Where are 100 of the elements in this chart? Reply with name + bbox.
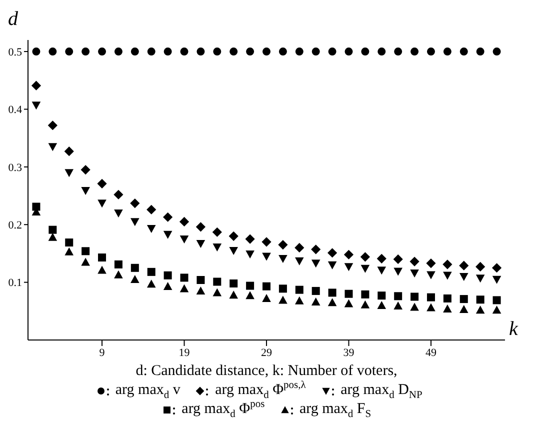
point — [443, 272, 452, 280]
y-tick-label: 0.2 — [8, 220, 22, 232]
point — [311, 244, 321, 254]
point — [361, 290, 370, 298]
point — [32, 202, 40, 211]
point — [130, 264, 139, 272]
point — [294, 242, 304, 252]
x-tick-label: 49 — [425, 346, 437, 359]
point — [180, 48, 188, 56]
point — [311, 298, 320, 306]
point — [147, 48, 156, 56]
point — [163, 230, 172, 239]
x-tick-label: 39 — [343, 346, 355, 359]
point — [48, 120, 58, 130]
point — [130, 218, 140, 226]
point — [393, 254, 403, 264]
point — [246, 250, 254, 258]
point — [394, 292, 402, 300]
point — [130, 48, 139, 56]
point — [410, 48, 419, 56]
point — [492, 306, 502, 314]
point — [245, 234, 255, 244]
point — [180, 235, 189, 244]
legend-label: arg max$_{d}$ v — [115, 382, 180, 401]
point — [426, 258, 436, 268]
point — [278, 284, 287, 293]
point — [196, 222, 206, 232]
point — [212, 288, 222, 296]
point — [476, 262, 486, 272]
point — [378, 292, 386, 300]
point — [394, 268, 402, 276]
point — [212, 244, 222, 252]
point — [476, 48, 484, 56]
point — [48, 232, 58, 241]
point — [228, 231, 238, 241]
point — [81, 258, 90, 266]
point — [262, 237, 272, 247]
point — [98, 266, 106, 274]
legend-label: arg max$_{d}$ Φ$^{pos,λ}$ — [215, 380, 306, 401]
point — [48, 226, 57, 234]
point — [344, 250, 354, 260]
y-tick-label: 0.1 — [8, 277, 22, 290]
point — [196, 276, 205, 284]
point — [196, 48, 205, 56]
point — [114, 190, 124, 200]
point — [426, 271, 436, 280]
point — [213, 48, 222, 56]
point — [328, 298, 337, 306]
point — [213, 278, 222, 286]
point — [344, 290, 353, 298]
point — [48, 143, 58, 152]
point — [65, 238, 74, 246]
point — [146, 204, 156, 214]
point — [295, 286, 304, 294]
point — [377, 266, 386, 275]
point — [344, 299, 354, 308]
point — [82, 48, 90, 56]
point — [328, 48, 336, 56]
point — [492, 48, 501, 56]
point — [442, 260, 452, 270]
x-tick-label: 29 — [261, 346, 272, 359]
point — [361, 48, 370, 56]
point — [426, 303, 436, 312]
y-tick-label: 0.5 — [8, 46, 22, 58]
point — [278, 255, 288, 264]
point — [344, 263, 354, 272]
point — [130, 275, 140, 284]
point — [179, 216, 190, 227]
point — [262, 282, 270, 290]
point — [476, 306, 485, 314]
point — [311, 260, 320, 268]
x-tick-label: 19 — [178, 346, 190, 359]
point — [196, 240, 206, 248]
point — [460, 48, 468, 56]
point — [376, 254, 386, 264]
point — [164, 271, 172, 280]
point — [114, 270, 123, 278]
legend-label: arg max$_{d}$ D$_{NP}$ — [340, 382, 422, 401]
point — [229, 290, 238, 299]
point — [212, 227, 222, 237]
point — [65, 48, 74, 56]
legend-label: arg max$_{d}$ Φ$^{pos}$ — [182, 399, 265, 420]
x-axis-title: k — [509, 318, 518, 341]
point — [146, 280, 156, 288]
y-axis-title: d — [8, 8, 18, 31]
point — [443, 294, 452, 302]
point — [262, 252, 271, 261]
point — [98, 48, 106, 56]
point — [459, 305, 468, 314]
point — [246, 48, 254, 56]
point — [476, 274, 485, 283]
point — [312, 286, 320, 295]
text: d: Candidate distance, k: Number of voters, — [134, 362, 398, 380]
point — [163, 282, 172, 290]
point — [114, 48, 122, 56]
point — [360, 252, 370, 262]
point — [278, 48, 287, 56]
point — [295, 48, 304, 56]
point — [246, 291, 254, 300]
point — [460, 295, 468, 304]
